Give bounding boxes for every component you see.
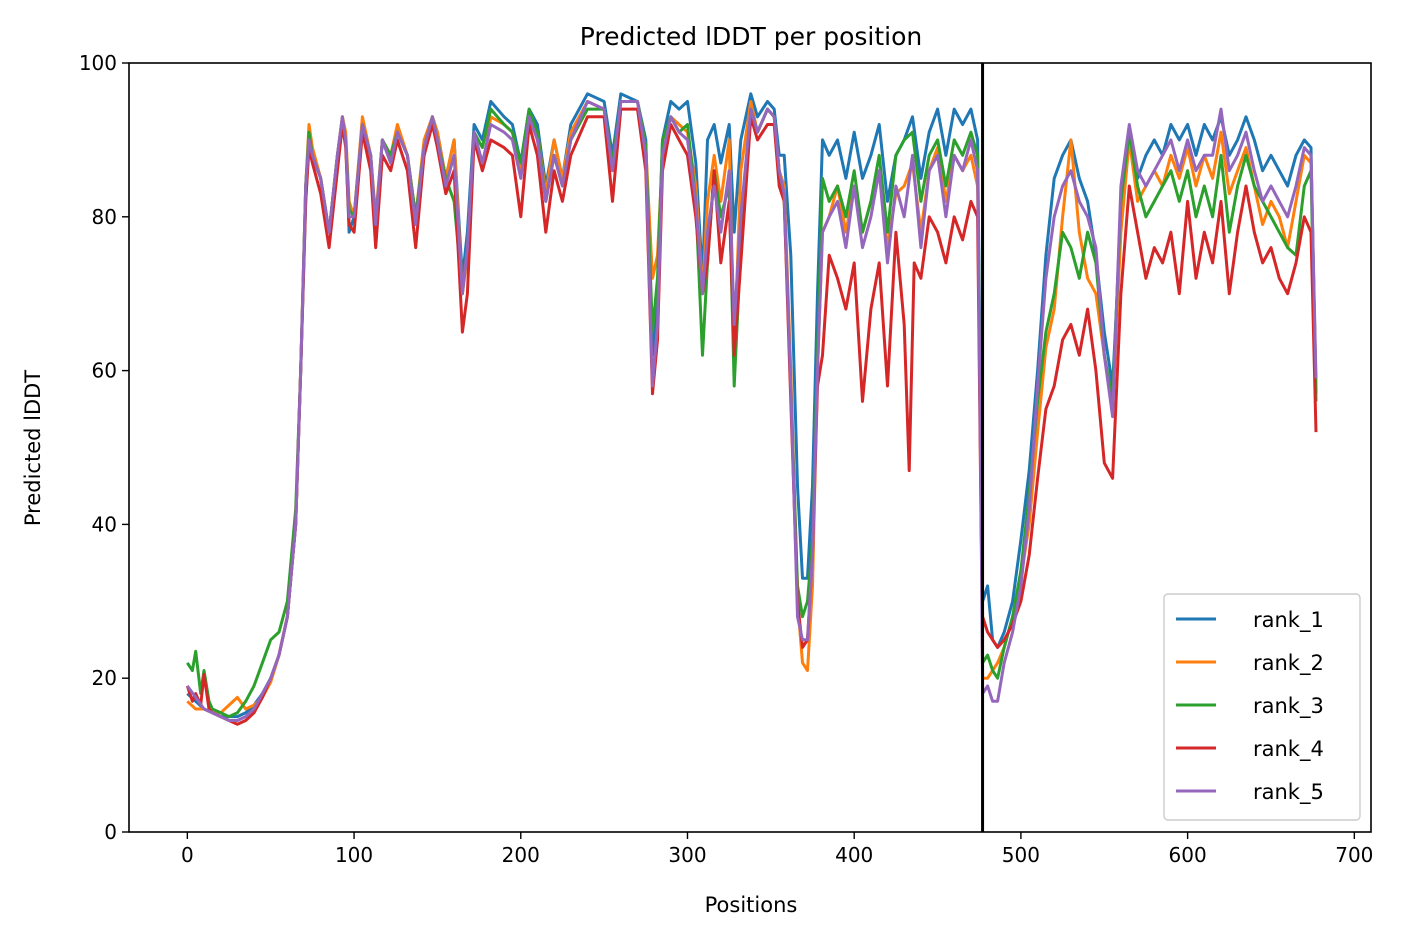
y-tick-label: 100: [79, 51, 117, 75]
x-tick-label: 500: [1002, 843, 1040, 867]
legend-label-rank_5: rank_5: [1253, 780, 1324, 805]
x-tick-label: 600: [1169, 843, 1207, 867]
plot-frame: [128, 62, 1372, 833]
legend-box: [1163, 593, 1361, 821]
y-tick-label: 0: [104, 820, 117, 844]
x-tick-label: 400: [835, 843, 873, 867]
x-tick-label: 200: [502, 843, 540, 867]
legend-label-rank_4: rank_4: [1253, 737, 1324, 762]
x-axis: 0 100 200 300 400 500 600 700: [181, 832, 1373, 867]
x-tick-label: 100: [335, 843, 373, 867]
x-axis-label: Positions: [705, 893, 798, 917]
y-axis-label: Predicted lDDT: [21, 370, 45, 526]
series-layer: [185, 92, 1318, 726]
chart-title: Predicted lDDT per position: [580, 22, 922, 51]
y-tick-label: 40: [92, 512, 117, 536]
legend-label-rank_3: rank_3: [1253, 694, 1324, 719]
x-tick-label: 0: [181, 843, 194, 867]
x-tick-label: 300: [668, 843, 706, 867]
plot-area: [128, 62, 1372, 833]
legend-label-rank_1: rank_1: [1253, 608, 1324, 633]
legend: rank_1 rank_2 rank_3 rank_4 rank_5: [1163, 593, 1361, 821]
series-line-rank_5: [186, 100, 1318, 722]
y-axis: 0 20 40 60 80 100: [79, 51, 129, 844]
y-tick-label: 80: [92, 205, 117, 229]
y-tick-label: 60: [92, 359, 117, 383]
x-tick-label: 700: [1335, 843, 1373, 867]
legend-label-rank_2: rank_2: [1253, 651, 1324, 676]
y-tick-label: 20: [92, 666, 117, 690]
